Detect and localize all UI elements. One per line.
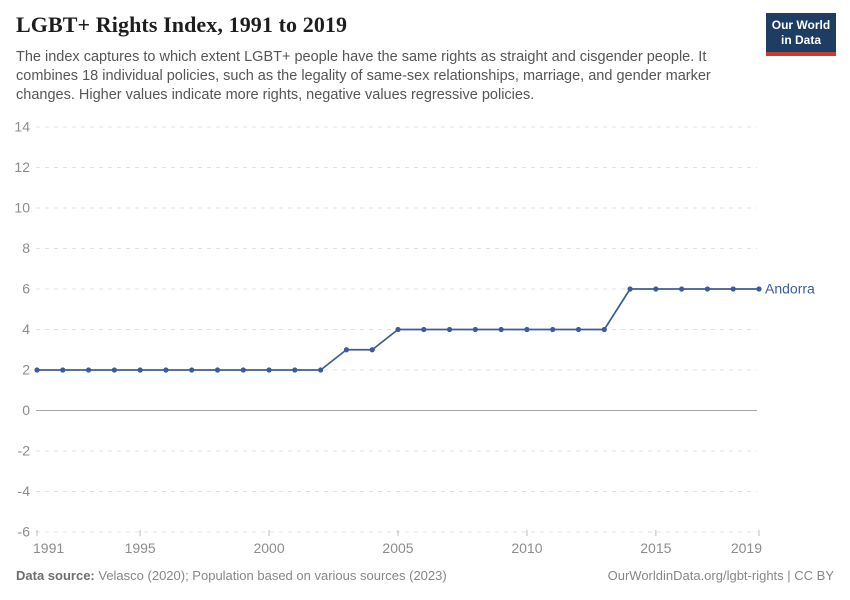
data-point[interactable]	[266, 367, 272, 373]
data-point[interactable]	[189, 367, 195, 373]
y-tick-label: 6	[22, 281, 30, 297]
y-tick-label: 14	[14, 119, 30, 135]
chart-subtitle: The index captures to which extent LGBT+…	[16, 49, 711, 104]
owid-logo-line2: in Data	[780, 33, 821, 47]
chart-footer: Data source: Velasco (2020); Population …	[16, 568, 834, 583]
data-point[interactable]	[679, 286, 685, 292]
data-point[interactable]	[318, 367, 324, 373]
x-axis-labels: 1991 1995 2000 2005 2010 2015 2019	[33, 530, 762, 556]
owid-logo-box: Our World in Data	[766, 13, 836, 52]
data-point[interactable]	[343, 347, 350, 353]
data-point[interactable]	[446, 326, 453, 333]
data-source-text: Velasco (2020); Population based on vari…	[94, 568, 447, 583]
data-point[interactable]	[214, 367, 221, 373]
credit-link[interactable]: OurWorldinData.org/lgbt-rights | CC BY	[607, 568, 834, 583]
owid-logo-line1: Our World	[771, 18, 831, 32]
data-point[interactable]	[421, 326, 427, 333]
x-tick-label: 2005	[382, 540, 413, 556]
y-tick-label: 8	[22, 240, 30, 256]
chart-header: LGBT+ Rights Index, 1991 to 2019 The ind…	[16, 12, 836, 105]
series-label[interactable]: Andorra	[765, 281, 815, 297]
x-tick-label: 1991	[33, 540, 64, 556]
x-tick-label: 2010	[511, 540, 542, 556]
data-point[interactable]	[498, 326, 504, 333]
data-point[interactable]	[85, 367, 92, 373]
data-point[interactable]	[601, 326, 607, 333]
data-source-note: Data source: Velasco (2020); Population …	[16, 568, 447, 583]
data-point[interactable]	[60, 367, 66, 373]
x-tick-label: 2015	[640, 540, 671, 556]
y-tick-label: 0	[22, 402, 30, 418]
y-tick-label: 12	[14, 159, 30, 175]
data-point[interactable]	[550, 326, 556, 333]
data-point[interactable]	[524, 326, 530, 333]
data-point[interactable]	[704, 286, 711, 292]
owid-logo-red-bar	[766, 52, 836, 56]
data-point[interactable]	[730, 286, 736, 292]
data-point[interactable]	[34, 367, 40, 373]
owid-logo[interactable]: Our World in Data	[766, 13, 836, 56]
data-point[interactable]	[369, 347, 375, 353]
y-tick-label: -6	[18, 524, 31, 540]
data-point[interactable]	[111, 367, 117, 373]
data-point[interactable]	[163, 367, 169, 373]
y-tick-label: 10	[14, 200, 30, 216]
data-source-label: Data source:	[16, 568, 95, 583]
y-tick-label: 2	[22, 362, 30, 378]
y-tick-label: -2	[18, 443, 31, 459]
data-point[interactable]	[472, 326, 478, 333]
data-point[interactable]	[137, 367, 143, 373]
data-point[interactable]	[653, 286, 659, 292]
data-point[interactable]	[240, 367, 246, 373]
x-tick-label: 2019	[731, 540, 762, 556]
data-point[interactable]	[575, 326, 582, 333]
data-point[interactable]	[627, 286, 633, 292]
data-point[interactable]	[292, 367, 298, 373]
series-andorra[interactable]: Andorra	[34, 281, 815, 373]
y-axis-labels: 14 12 10 8 6 4 2 0 -2 -4 -6	[14, 119, 30, 540]
y-tick-label: 4	[22, 321, 30, 337]
data-point[interactable]	[395, 326, 401, 333]
data-point[interactable]	[756, 286, 762, 292]
y-tick-label: -4	[18, 483, 31, 499]
x-tick-label: 1995	[125, 540, 156, 556]
page-title: LGBT+ Rights Index, 1991 to 2019	[16, 12, 348, 37]
x-tick-label: 2000	[253, 540, 284, 556]
